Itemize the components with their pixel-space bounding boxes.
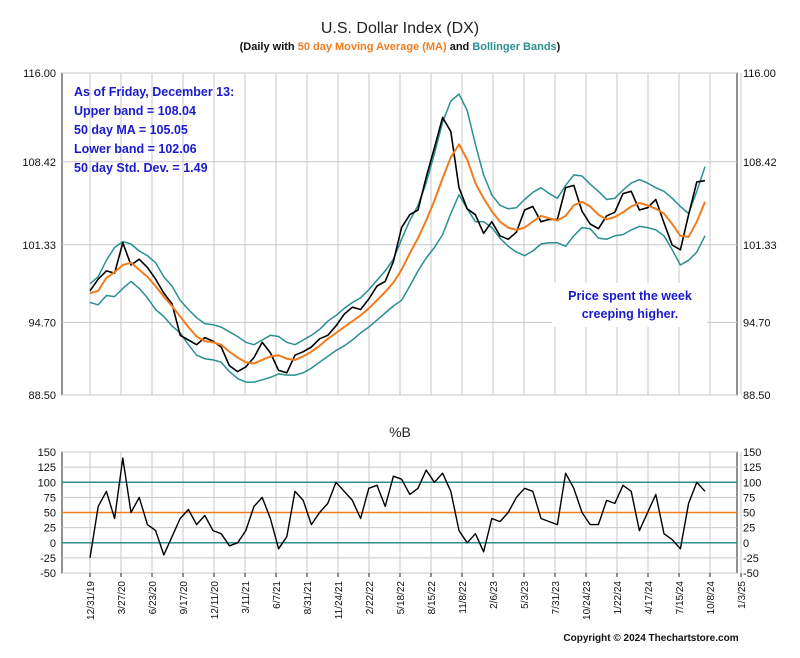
x-tick-label: 1/3/25 xyxy=(737,581,748,609)
x-tick-label: 9/17/20 xyxy=(179,581,190,615)
percent-b-y-tick-left: 125 xyxy=(38,462,56,474)
subtitle-ma: 50 day Moving Average (MA) xyxy=(298,41,447,53)
x-tick-label: 12/31/19 xyxy=(86,581,97,620)
subtitle-part2: ) xyxy=(557,41,561,53)
percent-b-y-tick-right: -25 xyxy=(743,553,759,565)
price-y-tick-right: 108.42 xyxy=(743,157,777,169)
note-box-background xyxy=(552,283,707,327)
percent-b-y-axis: 150 150 125 125 100 100 75 75 50 50 25 25 0 0 -25 -25 -5… xyxy=(38,447,762,580)
percent-b-line xyxy=(89,457,706,559)
annotation-line-2: Upper band = 108.04 xyxy=(74,104,196,118)
percent-b-y-tick-left: 75 xyxy=(44,492,56,504)
price-y-tick-right: 88.50 xyxy=(743,390,771,402)
x-tick-label: 11/8/22 xyxy=(458,581,469,614)
x-tick-label: 2/6/23 xyxy=(489,581,500,609)
percent-b-y-tick-right: 125 xyxy=(743,462,761,474)
percent-b-series xyxy=(62,457,737,559)
price-y-tick-right: 116.00 xyxy=(743,68,776,80)
price-y-tick-left: 94.70 xyxy=(28,317,56,329)
price-y-tick-left: 101.33 xyxy=(22,240,56,252)
x-tick-label: 5/18/22 xyxy=(396,581,407,615)
subtitle-bb: Bollinger Bands xyxy=(472,41,556,53)
percent-b-y-tick-left: 25 xyxy=(44,523,56,535)
price-y-tick-left: 116.00 xyxy=(23,68,56,80)
percent-b-y-tick-left: -50 xyxy=(40,568,56,580)
chart-title: U.S. Dollar Index (DX) xyxy=(321,20,479,37)
x-tick-label: 5/3/23 xyxy=(520,581,531,609)
x-tick-label: 10/8/24 xyxy=(706,581,717,615)
x-tick-label: 2/22/22 xyxy=(365,581,376,615)
annotation-line-4: Lower band = 102.06 xyxy=(74,142,197,156)
percent-b-y-tick-right: 100 xyxy=(743,477,761,489)
copyright-text: Copyright © 2024 Thechartstore.com xyxy=(563,633,738,644)
x-tick-label: 3/11/21 xyxy=(241,581,252,614)
subtitle-part1: (Daily with xyxy=(240,41,298,53)
x-tick-label: 8/15/22 xyxy=(427,581,438,615)
note-line-2: creeping higher. xyxy=(582,307,679,321)
ma-line xyxy=(89,143,706,365)
x-tick-label: 4/17/24 xyxy=(644,581,655,615)
percent-b-y-tick-right: 75 xyxy=(743,492,755,504)
x-tick-label: 7/31/23 xyxy=(551,581,562,615)
percent-b-y-tick-left: -25 xyxy=(40,553,56,565)
percent-b-y-tick-left: 0 xyxy=(50,538,56,550)
x-tick-label: 3/27/20 xyxy=(117,581,128,615)
x-tick-label: 6/7/21 xyxy=(272,581,283,609)
price-y-tick-right: 94.70 xyxy=(743,317,771,329)
percent-b-y-tick-right: 50 xyxy=(743,508,755,520)
percent-b-y-tick-right: 25 xyxy=(743,523,755,535)
price-line xyxy=(89,116,706,374)
annotation-line-5: 50 day Std. Dev. = 1.49 xyxy=(74,161,208,175)
lower-band-line xyxy=(89,194,706,383)
x-tick-label: 6/23/20 xyxy=(148,581,159,615)
price-y-axis: 116.00 116.00 108.42 108.42 101.33 101.33 94.7… xyxy=(22,68,776,402)
x-axis-labels: 12/31/19 3/27/20 6/23/20 9/17/20 12/11/20 3/1… xyxy=(86,573,748,620)
note-line-1: Price spent the week xyxy=(568,289,692,303)
percent-b-y-tick-right: 0 xyxy=(743,538,749,550)
x-tick-label: 11/24/21 xyxy=(334,581,345,620)
chart-subtitle: (Daily with 50 day Moving Average (MA) a… xyxy=(240,41,561,53)
upper-band-line xyxy=(89,93,706,346)
price-y-tick-right: 101.33 xyxy=(743,240,777,252)
subtitle-and: and xyxy=(447,41,473,53)
percent-b-title: %B xyxy=(389,424,411,440)
percent-b-y-tick-left: 50 xyxy=(44,508,56,520)
annotation-box: As of Friday, December 13: Upper band = … xyxy=(74,85,234,175)
price-y-tick-left: 88.50 xyxy=(28,390,56,402)
percent-b-y-tick-left: 150 xyxy=(38,447,56,459)
x-tick-label: 1/22/24 xyxy=(613,581,624,615)
percent-b-y-tick-left: 100 xyxy=(38,477,56,489)
x-tick-label: 12/11/20 xyxy=(210,581,221,620)
price-panel-series xyxy=(89,93,706,383)
annotation-line-3: 50 day MA = 105.05 xyxy=(74,123,188,137)
annotation-line-1: As of Friday, December 13: xyxy=(74,85,234,99)
price-y-tick-left: 108.42 xyxy=(22,157,56,169)
percent-b-y-tick-right: -50 xyxy=(743,568,759,580)
percent-b-y-tick-right: 150 xyxy=(743,447,761,459)
x-tick-label: 7/15/24 xyxy=(675,581,686,615)
x-tick-label: 8/31/21 xyxy=(303,581,314,615)
x-tick-label: 10/24/23 xyxy=(582,581,593,620)
